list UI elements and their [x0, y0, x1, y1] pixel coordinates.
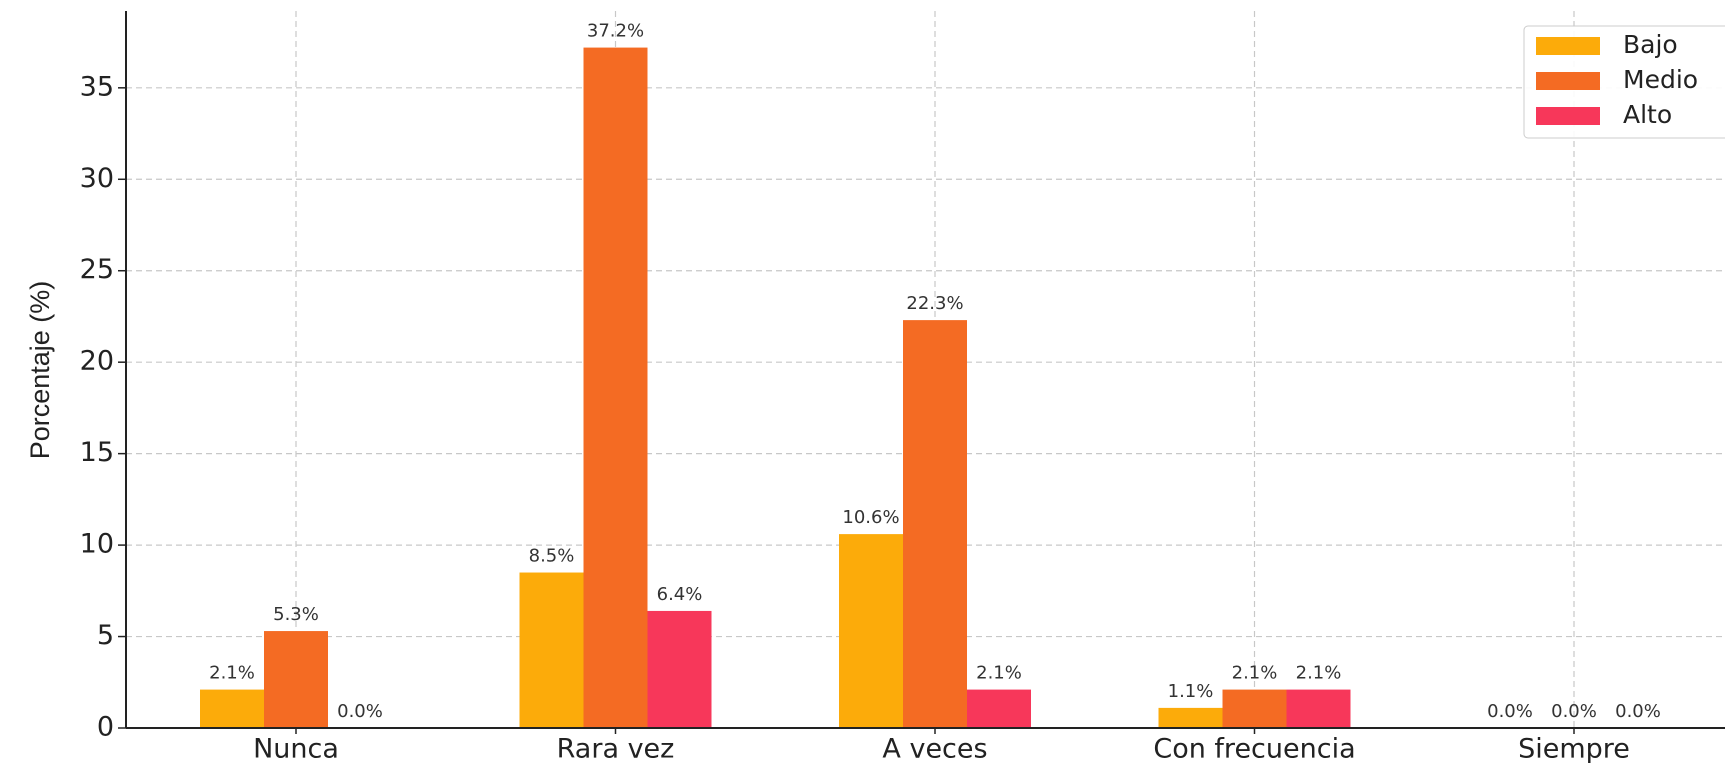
- value-label: 8.5%: [529, 546, 575, 567]
- legend-swatch: [1536, 37, 1600, 55]
- value-label: 0.0%: [1615, 701, 1661, 722]
- value-label: 1.1%: [1168, 681, 1214, 702]
- y-tick-label: 30: [80, 163, 114, 194]
- x-tick-label: Rara vez: [557, 734, 675, 764]
- bar: [583, 47, 648, 729]
- x-tick-label: Con frecuencia: [1153, 734, 1355, 764]
- legend-label: Alto: [1623, 100, 1672, 129]
- value-label: 6.4%: [657, 584, 703, 605]
- x-tick-label: Siempre: [1518, 734, 1630, 764]
- y-tick-label: 5: [97, 620, 114, 651]
- bar: [1158, 707, 1223, 728]
- value-label: 37.2%: [587, 21, 644, 42]
- bar: [903, 320, 967, 728]
- bar: [647, 610, 712, 728]
- y-axis-label: Porcentaje (%): [25, 281, 55, 460]
- value-label: 2.1%: [1232, 663, 1278, 684]
- bar: [839, 534, 903, 728]
- value-label: 2.1%: [1296, 663, 1342, 684]
- y-tick-label: 20: [80, 346, 114, 377]
- bar: [200, 689, 264, 728]
- y-tick-label: 10: [80, 529, 114, 560]
- legend-swatch: [1536, 107, 1600, 125]
- legend-swatch: [1536, 72, 1600, 90]
- value-label: 5.3%: [273, 604, 319, 625]
- value-label: 10.6%: [842, 507, 899, 528]
- bar: [1286, 689, 1351, 728]
- value-label: 22.3%: [906, 293, 963, 314]
- legend-label: Bajo: [1623, 30, 1678, 59]
- legend-label: Medio: [1623, 65, 1698, 94]
- bar: [967, 689, 1031, 728]
- value-label: 0.0%: [337, 701, 383, 722]
- x-tick-label: Nunca: [253, 734, 339, 764]
- value-label: 0.0%: [1487, 701, 1533, 722]
- value-label: 0.0%: [1551, 701, 1597, 722]
- value-label: 2.1%: [209, 663, 255, 684]
- bar: [1222, 689, 1287, 728]
- y-tick-label: 0: [97, 712, 114, 743]
- value-label: 2.1%: [976, 663, 1022, 684]
- bar: [519, 572, 584, 728]
- bar: [264, 631, 328, 728]
- y-tick-label: 35: [80, 71, 114, 102]
- y-tick-label: 25: [80, 254, 114, 285]
- x-tick-label: A veces: [882, 734, 987, 764]
- y-tick-label: 15: [80, 437, 114, 468]
